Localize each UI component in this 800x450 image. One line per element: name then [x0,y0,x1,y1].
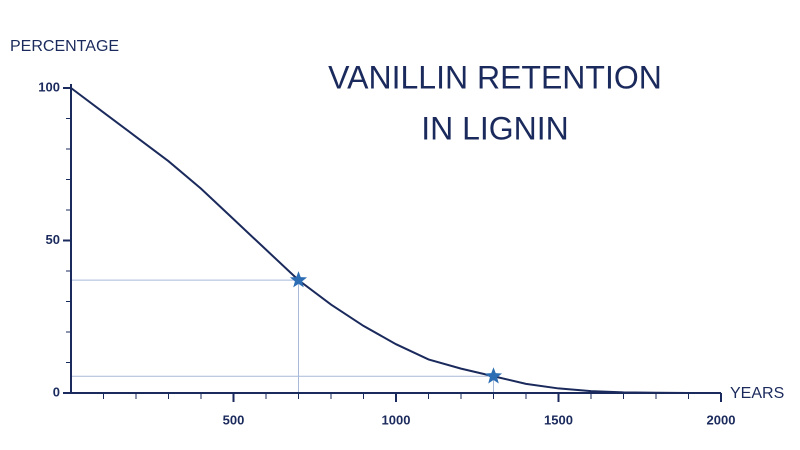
x-tick-label: 500 [223,412,245,427]
x-tick-label: 1000 [382,412,411,427]
y-tick-label: 50 [46,232,60,247]
x-axis-label: YEARS [730,385,784,402]
x-tick-label: 1500 [544,412,573,427]
x-tick-label: 2000 [707,412,736,427]
star-marker [289,271,308,288]
data-line [70,87,721,394]
y-tick-label: 0 [53,384,60,399]
chart-title: VANILLIN RETENTION [328,59,662,95]
y-axis-label: PERCENTAGE [10,38,119,55]
y-tick-label: 100 [38,79,60,94]
star-marker [484,367,503,384]
chart-title: IN LIGNIN [421,110,569,146]
